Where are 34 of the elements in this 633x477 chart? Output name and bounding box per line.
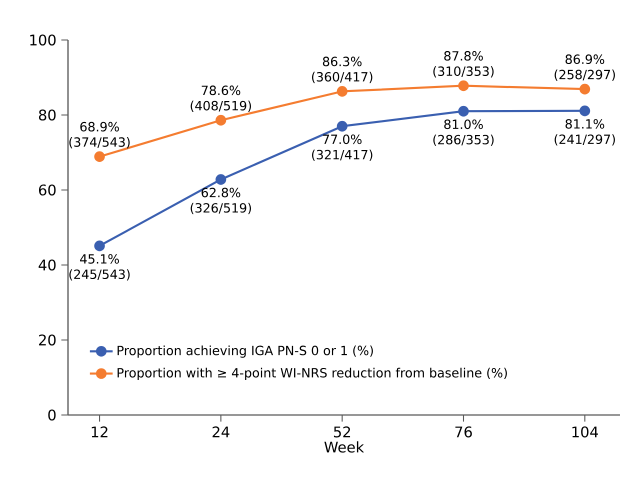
y-tick-label: 100 [30,34,56,46]
point [336,120,348,132]
point [216,114,226,126]
data-label: 81.1% (241/297) [554,119,615,146]
data-label: 45.1% (245/543) [69,254,130,281]
x-tick-label: 76 [455,426,472,438]
point [94,151,105,162]
legend-label: Proportion with ≥ 4-point WI-NRS reduction from baseline (%) [118,368,507,380]
point [579,106,590,116]
x-tick-label: 12 [92,426,108,438]
x-tick-label: 104 [572,426,598,438]
data-label: 86.3% (360/417) [312,56,372,84]
y-tick-label: 60 [38,184,56,196]
point [336,86,348,97]
data-label: 68.9% (374/543) [69,122,130,148]
x-tick-label: 52 [334,426,350,438]
point [94,240,105,252]
x-tick-label: 24 [212,426,230,438]
point [579,84,590,94]
point [458,80,469,92]
x-axis-title: Week [324,441,364,453]
point [458,106,469,117]
data-label: 86.9% (258/297) [554,54,615,81]
data-label: 77.0% (321/417) [312,134,372,161]
data-label: 62.8% (326/519) [190,188,251,214]
point [216,174,226,185]
y-tick-label: 40 [38,259,56,271]
data-label: 87.8% (310/353) [433,51,494,78]
y-tick-label: 0 [48,409,56,421]
y-tick-label: 20 [39,334,56,346]
y-tick-label: 80 [38,109,56,121]
legend-label: Proportion achieving IGA PN-S 0 or 1 (%) [118,345,373,358]
data-label: 81.0% (286/353) [433,119,494,146]
data-label: 78.6% (408/519) [190,86,251,112]
